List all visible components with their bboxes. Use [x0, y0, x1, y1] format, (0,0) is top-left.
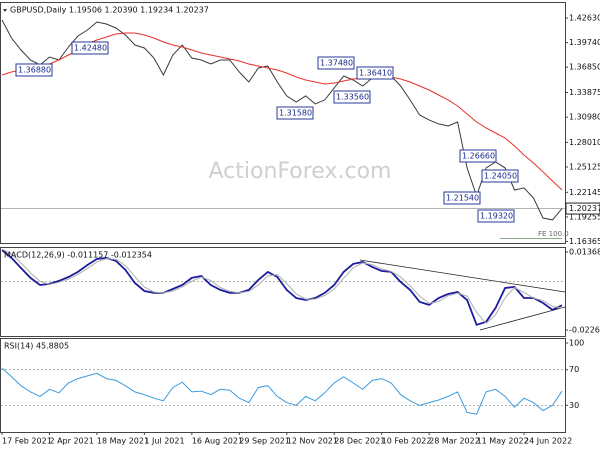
series-line [1, 249, 563, 326]
y-tick-label: 1.28010 [569, 138, 600, 147]
y-tick-label: 1.19255 [569, 212, 600, 221]
x-tick-label: 10 Feb 2022 [382, 437, 432, 446]
series-line [1, 367, 563, 415]
trend-line [479, 306, 566, 331]
annotation-box [477, 209, 515, 223]
annotation-box [317, 56, 355, 70]
x-tick-label: 18 May 2021 [97, 437, 149, 446]
annotation-box [443, 191, 481, 205]
x-tick-label: 1 Jul 2021 [144, 437, 184, 446]
x-tick-label: 17 Feb 2021 [2, 437, 52, 446]
annotation: 1.31580 [279, 109, 312, 118]
series-line [1, 32, 563, 191]
annotation: 1.36410 [359, 69, 392, 78]
series-line [1, 19, 563, 221]
panel-title: GBPUSD,Daily 1.19506 1.20390 1.19234 1.2… [10, 6, 209, 15]
x-tick-label: 11 May 2022 [477, 437, 529, 446]
y-tick-label: 1.33875 [569, 88, 600, 97]
macd-panel [0, 247, 566, 337]
y-tick-label: 1.22145 [569, 188, 600, 197]
annotation: 1.26660 [462, 152, 495, 161]
annotation: 1.21540 [446, 194, 479, 203]
annotation-box [276, 106, 314, 120]
annotation: 1.42480 [74, 44, 107, 53]
y-tick-label: 100 [569, 338, 584, 347]
panel-title: MACD(12,26,9) -0.011157 -0.012354 [4, 251, 152, 260]
x-tick-label: 28 Mar 2022 [429, 437, 480, 446]
x-tick-label: 29 Sep 2021 [239, 437, 290, 446]
y-tick-label: 1.16365 [569, 237, 600, 246]
y-tick-label: 1.42630 [569, 13, 600, 22]
last-price-label: 1.20237 [569, 204, 600, 213]
annotation: 1.36880 [18, 66, 51, 75]
price-panel [0, 2, 566, 244]
x-tick-label: 28 Dec 2021 [334, 437, 385, 446]
x-tick-label: 16 Aug 2021 [192, 437, 243, 446]
watermark: ActionForex.com [209, 159, 392, 184]
y-tick-label: 1.25125 [569, 162, 600, 171]
panel-title: RSI(14) 45.8805 [4, 342, 69, 351]
y-tick-label: 1.36850 [569, 63, 600, 72]
annotation-box [459, 149, 497, 163]
y-tick-label: 70 [569, 365, 579, 374]
y-tick-label: 1.30980 [569, 113, 600, 122]
series-line [1, 248, 563, 325]
y-tick-label: -0.022698 [569, 325, 600, 334]
annotation-box [481, 169, 519, 183]
annotation: 1.19320 [480, 212, 513, 221]
x-tick-label: 2 Apr 2021 [49, 437, 93, 446]
annotation-box [333, 90, 371, 104]
annotation: 1.33560 [336, 93, 369, 102]
annotation-box [71, 41, 109, 55]
x-tick-label: 24 Jun 2022 [524, 437, 572, 446]
annotation-box [15, 63, 53, 77]
rsi-panel [0, 338, 566, 433]
annotation: 1.24050 [484, 172, 517, 181]
annotation: 1.37480 [320, 59, 353, 68]
y-tick-label: 0.013686 [569, 247, 600, 256]
title-icon [3, 9, 7, 12]
trend-line [359, 259, 566, 293]
y-tick-label: 1.39740 [569, 38, 600, 47]
x-tick-label: 12 Nov 2021 [287, 437, 338, 446]
last-price-box [565, 202, 600, 215]
y-tick-label: 30 [569, 401, 579, 410]
fe-label: FE 100.0 [538, 230, 569, 238]
annotation-box [356, 66, 394, 80]
